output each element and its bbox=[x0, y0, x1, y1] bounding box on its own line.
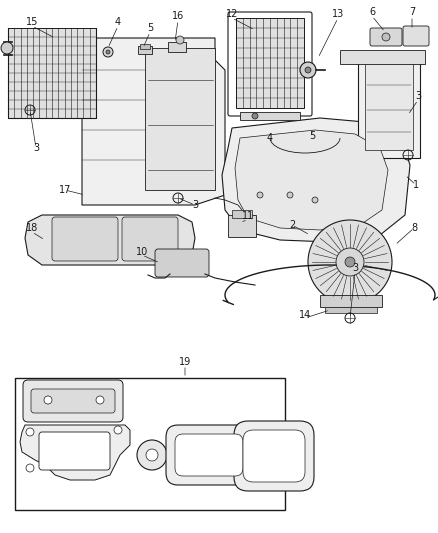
Circle shape bbox=[114, 426, 122, 434]
Circle shape bbox=[137, 440, 167, 470]
Text: 19: 19 bbox=[179, 357, 191, 367]
Text: 18: 18 bbox=[26, 223, 38, 233]
FancyBboxPatch shape bbox=[39, 432, 110, 470]
Circle shape bbox=[106, 50, 110, 54]
Text: 8: 8 bbox=[411, 223, 417, 233]
Polygon shape bbox=[358, 55, 420, 158]
FancyBboxPatch shape bbox=[52, 217, 118, 261]
Text: 5: 5 bbox=[309, 131, 315, 141]
Circle shape bbox=[252, 113, 258, 119]
Circle shape bbox=[44, 396, 52, 404]
Text: 10: 10 bbox=[136, 247, 148, 257]
Circle shape bbox=[103, 47, 113, 57]
Bar bbox=[138, 46, 152, 54]
Text: 1: 1 bbox=[413, 180, 419, 190]
Circle shape bbox=[146, 449, 158, 461]
FancyBboxPatch shape bbox=[370, 28, 402, 46]
Text: 14: 14 bbox=[299, 310, 311, 320]
FancyBboxPatch shape bbox=[155, 249, 209, 277]
Text: 2: 2 bbox=[289, 220, 295, 230]
FancyBboxPatch shape bbox=[31, 389, 115, 413]
Bar bbox=[140, 44, 150, 49]
Circle shape bbox=[257, 192, 263, 198]
FancyBboxPatch shape bbox=[234, 421, 314, 491]
Polygon shape bbox=[25, 215, 195, 265]
FancyBboxPatch shape bbox=[23, 380, 123, 422]
Polygon shape bbox=[222, 118, 410, 242]
Circle shape bbox=[96, 396, 104, 404]
Circle shape bbox=[176, 36, 184, 44]
Text: 6: 6 bbox=[369, 7, 375, 17]
Text: 11: 11 bbox=[242, 211, 254, 221]
Text: 4: 4 bbox=[267, 133, 273, 143]
FancyBboxPatch shape bbox=[403, 26, 429, 46]
Text: 4: 4 bbox=[115, 17, 121, 27]
Circle shape bbox=[300, 62, 316, 78]
Bar bbox=[365, 62, 413, 150]
Circle shape bbox=[287, 192, 293, 198]
Bar bbox=[340, 50, 425, 64]
Polygon shape bbox=[235, 130, 388, 230]
Text: 13: 13 bbox=[332, 9, 344, 19]
Bar bbox=[15, 378, 285, 510]
FancyBboxPatch shape bbox=[166, 425, 252, 485]
Bar bbox=[232, 210, 252, 218]
Circle shape bbox=[26, 428, 34, 436]
Text: 5: 5 bbox=[147, 23, 153, 33]
Circle shape bbox=[382, 33, 390, 41]
Circle shape bbox=[345, 257, 355, 267]
Text: 7: 7 bbox=[409, 7, 415, 17]
Bar bbox=[325, 307, 377, 313]
FancyBboxPatch shape bbox=[122, 217, 178, 261]
Polygon shape bbox=[145, 48, 215, 190]
Circle shape bbox=[1, 42, 13, 54]
Polygon shape bbox=[20, 425, 130, 480]
Circle shape bbox=[26, 464, 34, 472]
Text: 12: 12 bbox=[226, 9, 238, 19]
Circle shape bbox=[308, 220, 392, 304]
Bar bbox=[228, 215, 256, 237]
FancyBboxPatch shape bbox=[243, 430, 305, 482]
Circle shape bbox=[312, 197, 318, 203]
Bar bbox=[240, 112, 300, 120]
Bar bbox=[320, 295, 382, 307]
Text: 16: 16 bbox=[172, 11, 184, 21]
Text: 3: 3 bbox=[415, 91, 421, 101]
Text: 3: 3 bbox=[352, 263, 358, 273]
FancyBboxPatch shape bbox=[175, 434, 243, 476]
Text: 17: 17 bbox=[59, 185, 71, 195]
Bar bbox=[236, 18, 304, 108]
Polygon shape bbox=[82, 38, 225, 205]
Bar bbox=[8, 28, 96, 118]
Bar bbox=[168, 42, 186, 52]
Text: 3: 3 bbox=[192, 200, 198, 210]
Circle shape bbox=[336, 248, 364, 276]
Circle shape bbox=[305, 67, 311, 73]
Text: 3: 3 bbox=[33, 143, 39, 153]
Text: 15: 15 bbox=[26, 17, 38, 27]
